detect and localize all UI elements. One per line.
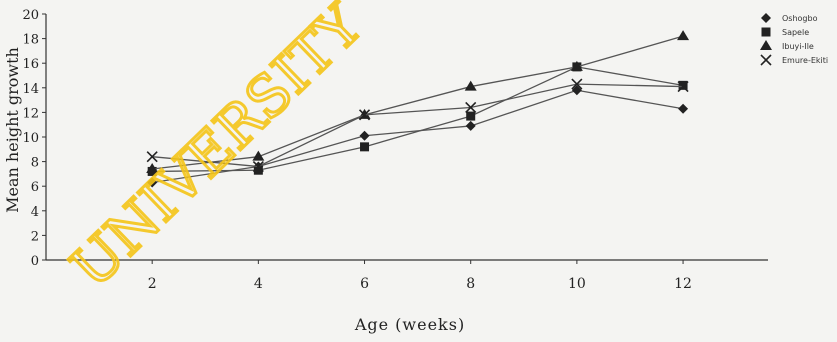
legend-entry: Emure-Ekiti — [782, 56, 828, 65]
data-point — [253, 165, 263, 175]
data-point — [147, 177, 158, 188]
data-point — [464, 80, 477, 91]
y-tick-label: 18 — [22, 33, 39, 48]
legend: Oshogbo Sapele Ibuyi-Ile Emure-Ekiti — [760, 13, 828, 66]
series-line — [152, 35, 684, 170]
x-tick-label: 12 — [674, 276, 692, 292]
y-tick-label: 20 — [22, 8, 39, 23]
data-point — [570, 60, 583, 71]
x-tick-label: 10 — [568, 276, 586, 292]
legend-marker — [760, 40, 772, 50]
x-tick-label: 2 — [148, 276, 157, 292]
data-point — [678, 80, 688, 90]
data-point — [465, 120, 476, 131]
data-point — [678, 103, 689, 114]
legend-marker — [760, 54, 772, 66]
data-point — [571, 78, 583, 90]
data-point — [252, 160, 264, 173]
axes: 0 2 4 6 8 10 12 14 16 18 20 2 4 6 8 10 12 — [22, 8, 768, 292]
legend-entry: Sapele — [782, 28, 809, 37]
y-tick-label: 8 — [31, 156, 39, 171]
series-group — [146, 30, 690, 188]
y-tick-label: 4 — [31, 205, 39, 220]
data-point — [466, 111, 476, 121]
y-tick-label: 12 — [22, 106, 39, 121]
data-point — [677, 81, 689, 93]
legend-marker — [761, 27, 771, 37]
data-point — [146, 151, 158, 163]
legend-marker — [761, 13, 771, 23]
y-axis-label: Mean height growth — [3, 47, 22, 213]
x-axis-label: Age (weeks) — [354, 315, 465, 334]
data-point — [252, 150, 265, 161]
y-tick-label: 0 — [31, 254, 39, 269]
x-tick-label: 6 — [360, 276, 369, 292]
y-tick-label: 16 — [22, 57, 39, 72]
y-tick-label: 14 — [22, 82, 39, 97]
x-tick-label: 4 — [254, 276, 263, 292]
y-tick-label: 10 — [22, 131, 39, 146]
data-point — [677, 30, 690, 41]
legend-entry: Ibuyi-Ile — [782, 42, 814, 51]
data-point — [358, 109, 371, 121]
data-point — [465, 101, 477, 114]
series-ibuyi-ile — [146, 30, 690, 173]
legend-entry: Oshogbo — [782, 14, 818, 23]
series-line — [152, 83, 684, 168]
data-point — [146, 162, 159, 173]
data-point — [360, 142, 370, 152]
series-emure-ekiti — [146, 78, 689, 173]
x-tick-label: 8 — [466, 276, 475, 292]
y-tick-label: 6 — [31, 180, 39, 195]
y-tick-label: 2 — [31, 229, 39, 244]
watermark: UNIVERSITY — [59, 0, 376, 301]
series-line — [152, 66, 684, 173]
data-point — [571, 85, 582, 96]
data-point — [359, 130, 370, 141]
